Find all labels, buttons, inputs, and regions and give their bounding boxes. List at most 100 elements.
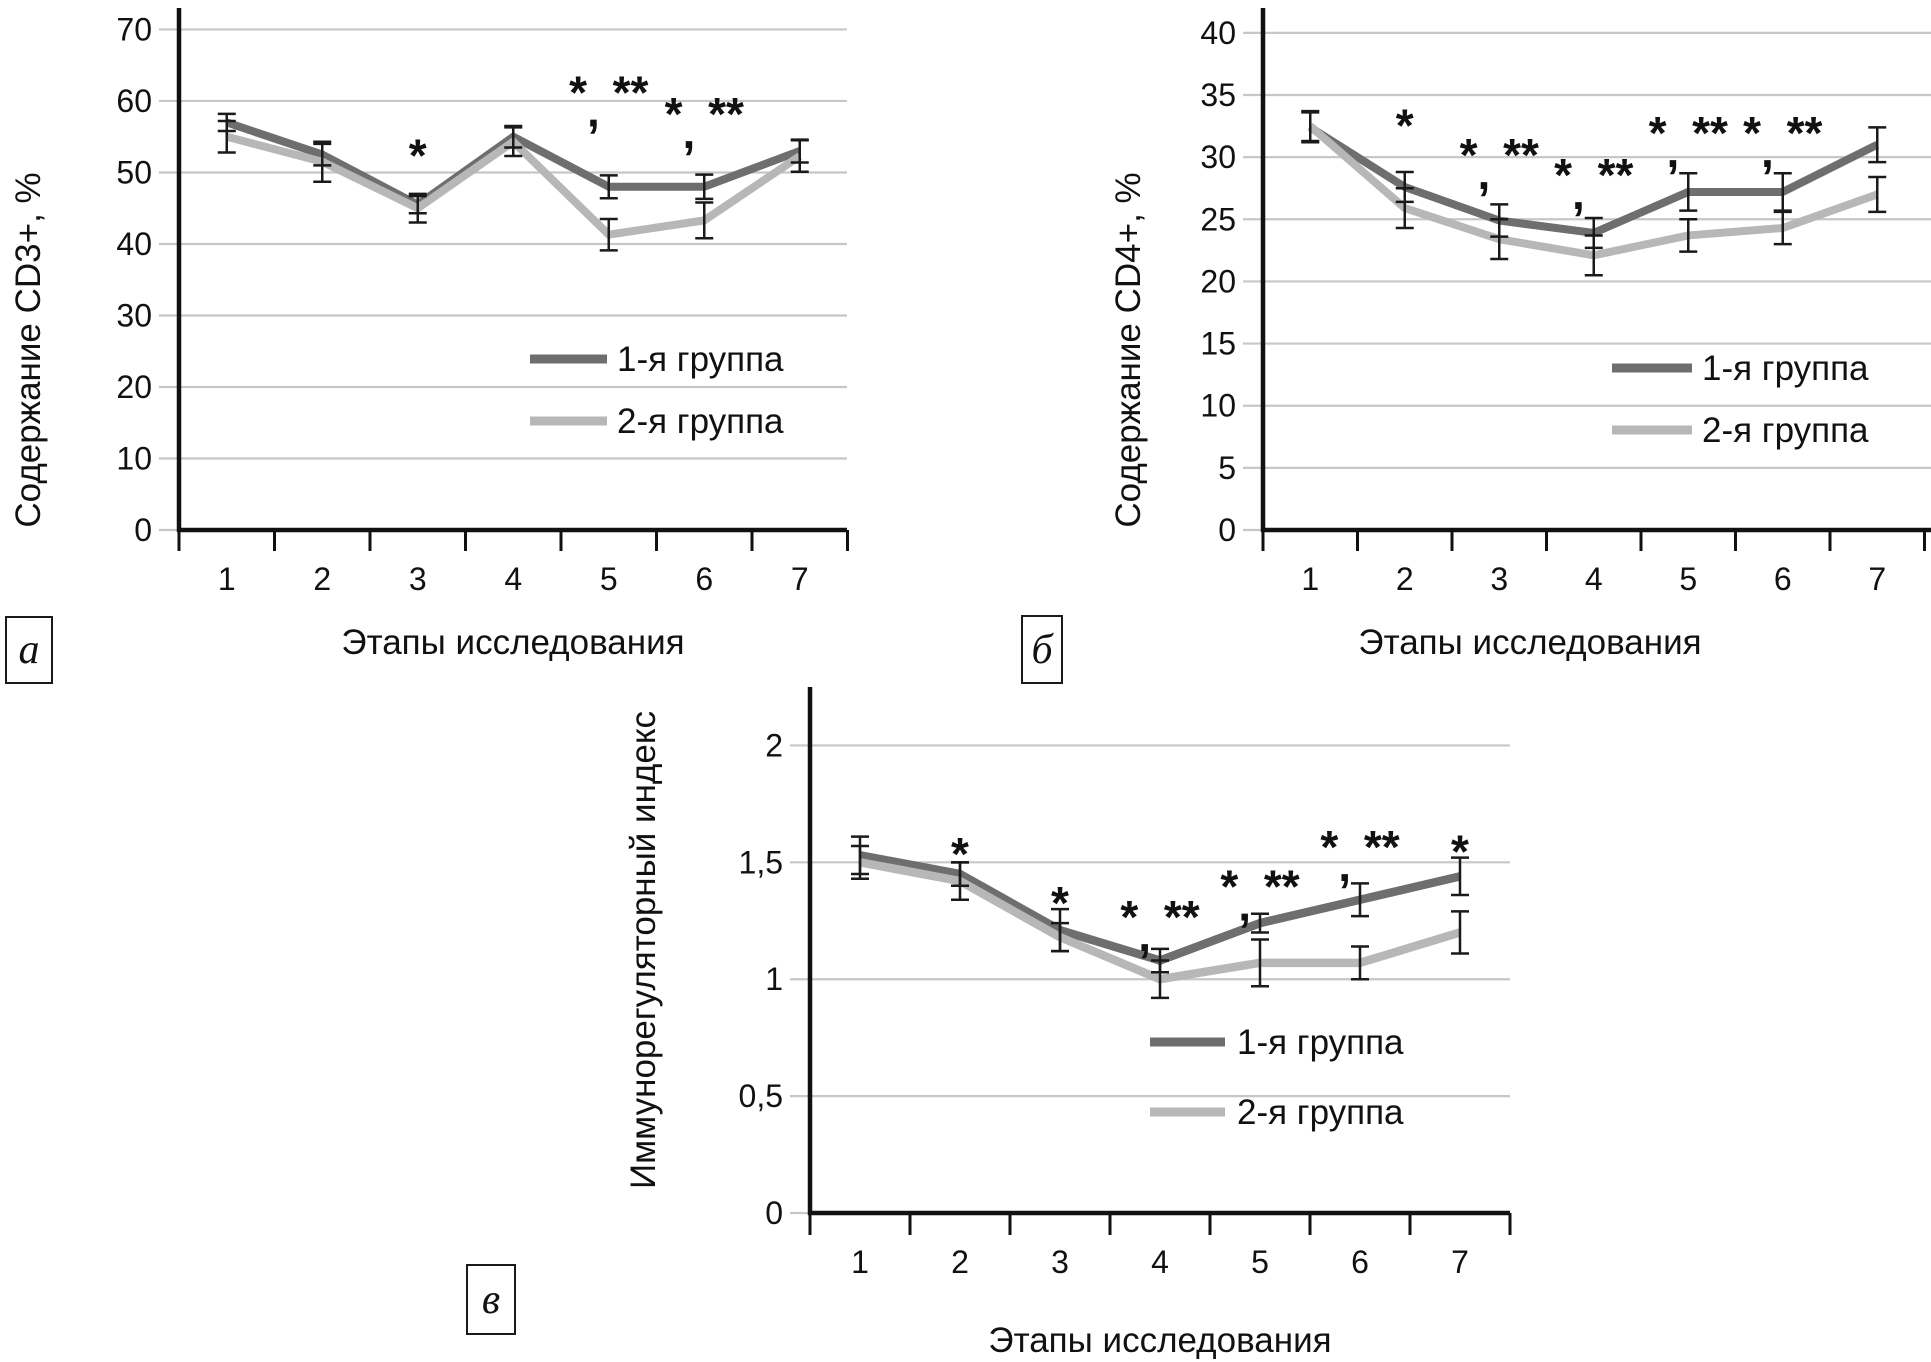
x-axis-title: Этапы исследования [341,623,684,662]
panel-letter-box-a: а [5,616,53,684]
y-tick-label: 70 [116,11,152,47]
error-bar-s1-p6 [1351,882,1369,918]
panel-letter-box-v: в [466,1264,516,1335]
x-tick-label: 2 [951,1244,969,1280]
error-bar-s2-p7 [790,139,809,174]
significance-marker: *, ** [1649,107,1728,177]
x-tick-label: 1 [851,1244,869,1280]
y-tick-label: 10 [116,440,152,476]
y-tick-label: 60 [116,83,152,119]
significance-marker: * [1451,826,1469,878]
y-tick-label: 5 [1218,450,1236,486]
error-bar-s2-p2 [313,140,332,184]
panel-chart-в: 0 0,5 1 1,5 2 1 2 3 4 5 6 7 * * *, ** *, ** *, ** * 1-я гр… [624,687,1512,1360]
y-axis-title: Иммунорегуляторный индекс [624,711,663,1189]
error-bar-s1-p7 [1868,126,1887,164]
legend-label-2: 2-я группа [617,402,784,441]
panel-letter-b: б [1031,626,1053,673]
error-bar-s2-p7 [1868,175,1887,214]
y-tick-label: 0 [134,512,152,548]
y-tick-label: 1,5 [739,844,783,880]
y-tick-label: 40 [1200,15,1236,51]
error-bar-s1-p7 [1451,856,1469,897]
error-bar-s1-p5 [1679,172,1698,212]
significance-marker: * [1396,99,1414,151]
x-tick-label: 3 [409,561,427,597]
y-axis-title: Содержание CD4+, % [1109,172,1148,527]
x-tick-label: 4 [1585,561,1603,597]
error-bar-s1-p5 [1251,912,1269,934]
significance-marker: *, ** [1460,129,1539,199]
error-bar-s2-p6 [1773,210,1792,246]
legend-label-1: 1-я группа [617,340,784,379]
significance-marker: *, ** [1320,821,1399,891]
error-bar-s2-p5 [599,217,618,252]
y-tick-label: 0 [765,1195,783,1231]
x-tick-label: 5 [1679,561,1697,597]
x-tick-label: 1 [1301,561,1319,597]
legend-label-1: 1-я группа [1702,349,1869,388]
x-axis-title: Этапы исследования [1358,623,1701,662]
x-tick-label: 7 [1451,1244,1469,1280]
y-axis-title: Содержание CD3+, % [9,172,48,527]
error-bar-s2-p4 [504,126,523,158]
x-tick-label: 6 [695,561,713,597]
y-tick-label: 25 [1200,201,1236,237]
x-tick-label: 3 [1490,561,1508,597]
legend-label-1: 1-я группа [1237,1023,1404,1062]
significance-marker: * [951,828,969,880]
x-axis-title: Этапы исследования [988,1321,1331,1360]
error-bar-s2-p3 [1051,921,1069,953]
x-tick-label: 1 [218,561,236,597]
significance-marker: *, ** [1120,891,1199,961]
y-tick-label: 40 [116,226,152,262]
y-tick-label: 30 [116,297,152,333]
y-tick-label: 2 [765,727,783,763]
significance-marker: *, ** [1554,149,1633,219]
error-bar-s2-p1 [217,119,236,154]
y-tick-label: 15 [1200,326,1236,362]
error-bar-s2-p6 [1351,945,1369,981]
x-tick-label: 2 [313,561,331,597]
error-bar-s2-p7 [1451,910,1469,955]
error-bar-s2-p4 [1584,234,1603,277]
error-bar-s2-p3 [1490,218,1509,261]
y-tick-label: 35 [1200,77,1236,113]
error-bar-s2-p6 [695,201,714,240]
x-tick-label: 3 [1051,1244,1069,1280]
error-bar-s1-p6 [695,173,714,201]
x-tick-label: 4 [1151,1244,1169,1280]
x-tick-label: 4 [504,561,522,597]
x-tick-label: 5 [1251,1244,1269,1280]
panel-letter-box-b: б [1021,615,1063,684]
error-bar-s2-p1 [851,844,869,880]
error-bar-s2-p2 [1395,186,1414,230]
y-tick-label: 0,5 [739,1078,783,1114]
y-tick-label: 20 [116,369,152,405]
y-tick-label: 20 [1200,263,1236,299]
error-bar-s2-p5 [1251,938,1269,988]
x-tick-label: 6 [1774,561,1792,597]
significance-marker: *, ** [1743,107,1822,177]
y-tick-label: 1 [765,961,783,997]
panel-chart-а: 0 10 20 30 40 50 60 70 1 2 3 4 5 6 7 * *, ** *, ** 1-я гру… [9,8,849,662]
significance-marker: *, ** [665,88,744,158]
panel-letter-v: в [481,1276,501,1323]
error-bar-s2-p4 [1151,959,1169,1000]
error-bar-s2-p1 [1301,109,1320,143]
error-bar-s2-p3 [408,192,427,224]
x-tick-label: 6 [1351,1244,1369,1280]
y-tick-label: 30 [1200,139,1236,175]
error-bar-s2-p2 [951,861,969,901]
significance-marker: *, ** [1220,861,1299,931]
y-tick-label: 10 [1200,388,1236,424]
error-bar-s2-p5 [1679,218,1698,253]
x-tick-label: 7 [1868,561,1886,597]
error-bar-s1-p5 [599,174,618,200]
y-tick-label: 50 [116,154,152,190]
x-tick-label: 7 [791,561,809,597]
panel-letter-a: а [18,627,40,673]
